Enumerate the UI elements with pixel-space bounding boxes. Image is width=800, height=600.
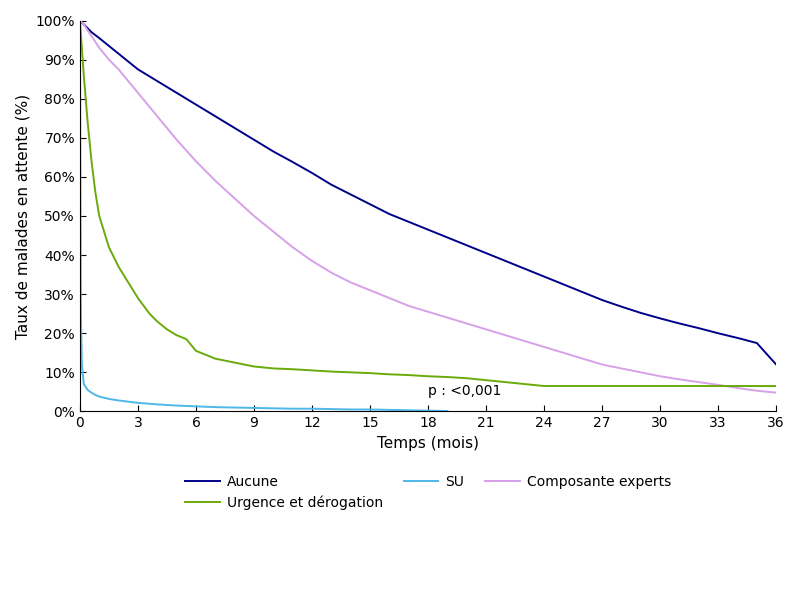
Legend: Aucune, Urgence et dérogation, SU, Composante experts: Aucune, Urgence et dérogation, SU, Compo… [179, 469, 677, 516]
Text: p : <0,001: p : <0,001 [428, 384, 502, 398]
Y-axis label: Taux de malades en attente (%): Taux de malades en attente (%) [15, 94, 30, 338]
X-axis label: Temps (mois): Temps (mois) [377, 436, 479, 451]
